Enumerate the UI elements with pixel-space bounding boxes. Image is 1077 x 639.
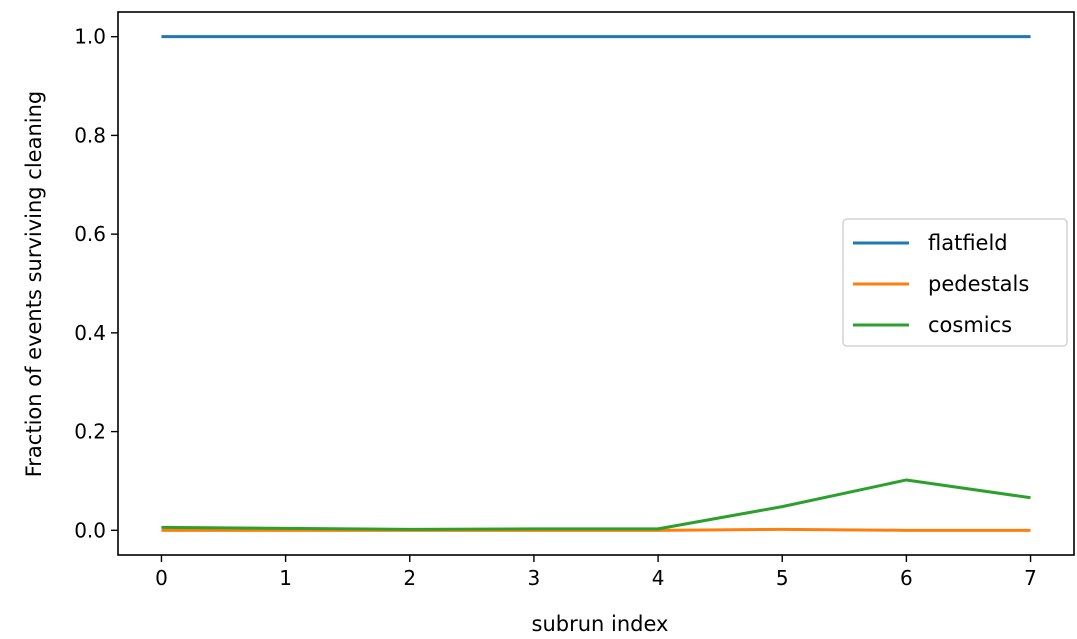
x-tick-label: 0 <box>155 566 168 590</box>
legend-entries: flatfield pedestals cosmics <box>853 231 1029 337</box>
y-tick-label: 0.2 <box>74 420 106 444</box>
legend: flatfield pedestals cosmics <box>842 218 1068 347</box>
legend-label-pedestals: pedestals <box>928 272 1029 296</box>
y-axis-ticks: 0.0 0.2 0.4 0.6 0.8 1.0 <box>74 25 118 542</box>
x-axis-ticks: 0 1 2 3 4 5 6 7 <box>155 555 1037 590</box>
legend-label-cosmics: cosmics <box>928 313 1012 337</box>
x-tick-label: 6 <box>900 566 913 590</box>
x-tick-label: 1 <box>279 566 292 590</box>
y-tick-label: 0.4 <box>74 321 106 345</box>
x-tick-label: 5 <box>776 566 789 590</box>
y-tick-label: 1.0 <box>74 25 106 49</box>
y-tick-label: 0.6 <box>74 222 106 246</box>
x-axis-label: subrun index <box>532 612 669 636</box>
x-tick-label: 3 <box>528 566 541 590</box>
y-tick-label: 0.8 <box>74 123 106 147</box>
series-line-cosmics <box>161 478 1031 531</box>
x-tick-label: 7 <box>1024 566 1037 590</box>
x-tick-label: 4 <box>652 566 665 590</box>
y-tick-label: 0.0 <box>74 518 106 542</box>
series-lines <box>161 35 1031 532</box>
y-axis-label: Fraction of events surviving cleaning <box>22 91 46 478</box>
x-tick-label: 2 <box>403 566 416 590</box>
legend-box <box>842 218 1068 347</box>
legend-label-flatfield: flatfield <box>928 231 1008 255</box>
